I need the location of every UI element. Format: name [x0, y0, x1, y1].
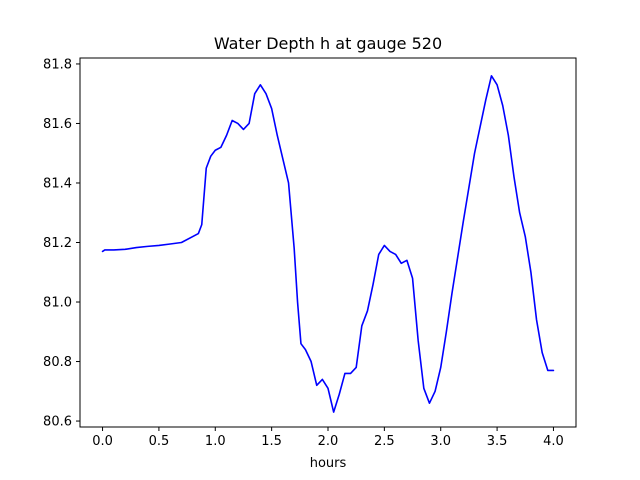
y-tick-label: 81.8 [43, 57, 72, 72]
series-line-1 [101, 75, 555, 413]
x-tick-label: 2.5 [374, 434, 395, 449]
plot-frame [79, 57, 577, 428]
x-tick-label: 3.5 [487, 434, 508, 449]
x-tick-label: 1.5 [261, 434, 282, 449]
x-tick-label: 2.0 [318, 434, 339, 449]
y-axis: 80.6 80.8 81.0 81.2 81.4 81.6 81.8 [43, 57, 80, 430]
chart-title: Water Depth h at gauge 520 [214, 34, 442, 53]
y-tick-label: 81.2 [43, 236, 72, 251]
x-tick-label: 0.0 [92, 434, 113, 449]
x-tick-label: 1.0 [205, 434, 226, 449]
y-tick-label: 80.6 [43, 415, 72, 430]
plot-area [79, 57, 577, 428]
y-tick-label: 81.0 [43, 296, 72, 311]
y-tick-label: 81.6 [43, 117, 72, 132]
x-tick-label: 3.0 [430, 434, 451, 449]
x-axis-label: hours [310, 456, 347, 471]
x-tick-label: 4.0 [543, 434, 564, 449]
x-tick-label: 0.5 [149, 434, 170, 449]
x-axis: 0.0 0.5 1.0 1.5 2.0 2.5 3.0 3.5 4.0 [92, 427, 564, 449]
y-tick-label: 80.8 [43, 355, 72, 370]
y-tick-label: 81.4 [43, 176, 72, 191]
